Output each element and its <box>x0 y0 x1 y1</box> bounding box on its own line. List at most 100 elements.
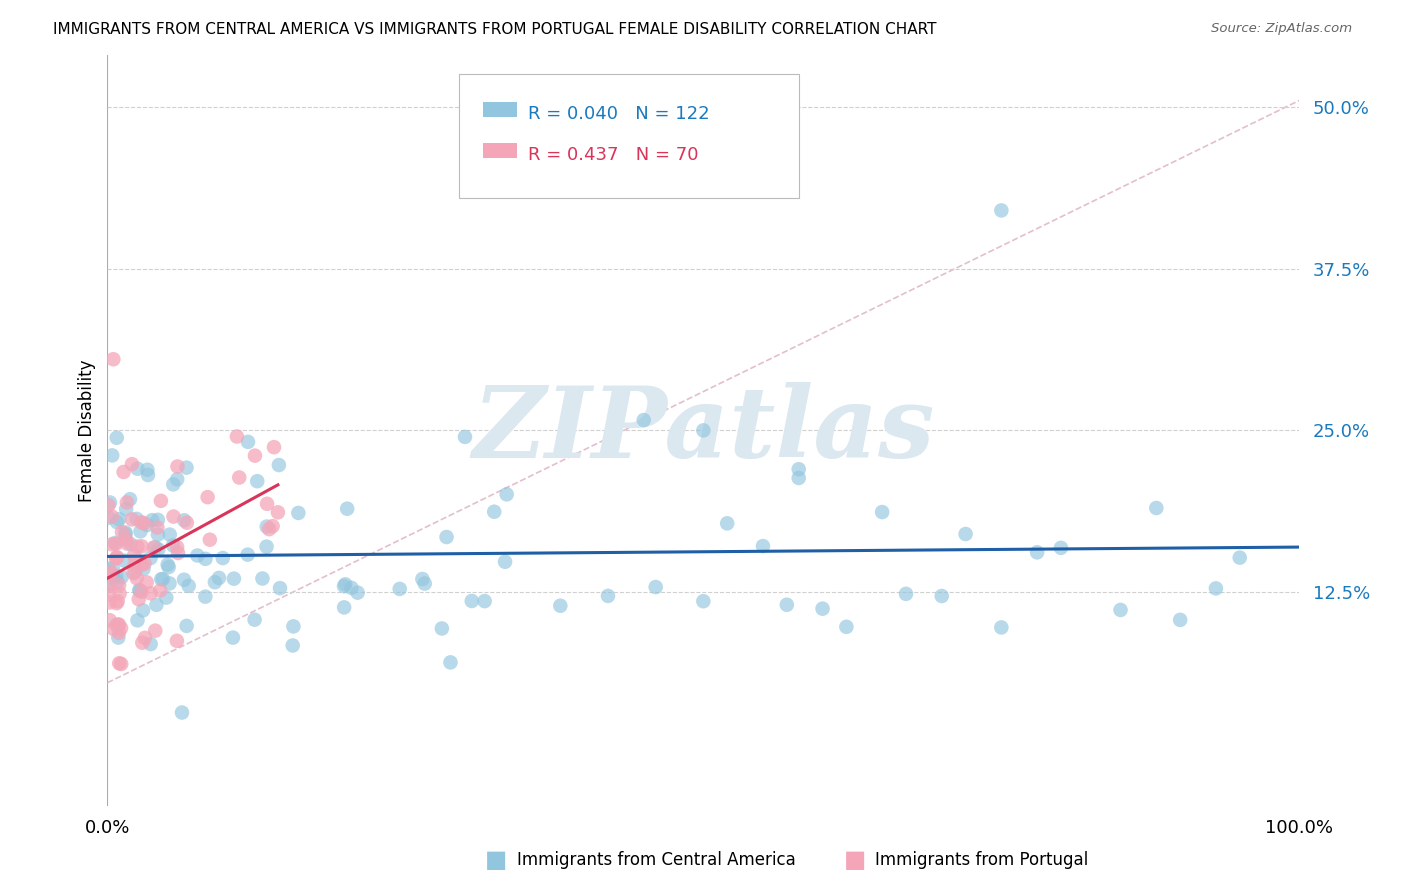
Point <box>115 536 138 550</box>
Bar <box>482 103 517 117</box>
Point <box>162 509 184 524</box>
Point <box>131 516 153 530</box>
Point <box>124 558 146 572</box>
Point <box>100 567 122 582</box>
Point <box>110 621 132 635</box>
Point <box>776 598 799 612</box>
Point <box>222 631 245 645</box>
Point <box>101 509 124 524</box>
Y-axis label: Female Disability: Female Disability <box>79 359 96 501</box>
Point <box>494 555 516 569</box>
Point <box>208 571 231 585</box>
Point <box>633 413 655 427</box>
Point <box>787 471 810 485</box>
Point <box>1050 541 1073 555</box>
Point <box>166 633 188 648</box>
Point <box>100 565 122 579</box>
Point <box>122 549 145 563</box>
Point <box>129 524 152 539</box>
Point <box>134 631 156 645</box>
Point <box>115 495 138 509</box>
Point <box>287 506 309 520</box>
Point <box>156 558 179 572</box>
Point <box>111 570 134 584</box>
Point <box>413 576 436 591</box>
Point <box>143 541 166 555</box>
Point <box>104 537 127 551</box>
Point <box>112 465 135 479</box>
Point <box>267 505 290 519</box>
Point <box>121 512 143 526</box>
Point <box>281 639 304 653</box>
Point <box>98 613 121 627</box>
Point <box>127 461 149 475</box>
Point <box>136 518 159 533</box>
Point <box>108 626 131 640</box>
Point <box>167 546 190 560</box>
Point <box>132 516 155 531</box>
Point <box>333 579 356 593</box>
Point <box>430 622 453 636</box>
Point <box>173 513 195 527</box>
Point <box>114 527 136 541</box>
Point <box>870 505 893 519</box>
Point <box>131 584 153 599</box>
Point <box>121 457 143 471</box>
FancyBboxPatch shape <box>458 74 799 198</box>
Point <box>114 525 136 540</box>
Point <box>256 497 278 511</box>
Point <box>243 613 266 627</box>
Point <box>1168 613 1191 627</box>
Point <box>454 430 477 444</box>
Point <box>1229 550 1251 565</box>
Point <box>166 459 188 474</box>
Point <box>103 352 125 367</box>
Point <box>257 522 280 536</box>
Point <box>267 458 290 472</box>
Point <box>256 519 278 533</box>
Point <box>692 594 714 608</box>
Point <box>111 525 134 540</box>
Point <box>811 601 834 615</box>
Point <box>283 619 305 633</box>
Point <box>176 460 198 475</box>
Point <box>159 576 181 591</box>
Point <box>262 519 284 533</box>
Point <box>1144 500 1167 515</box>
Point <box>131 558 153 572</box>
Point <box>894 587 917 601</box>
Point <box>149 583 172 598</box>
Point <box>98 495 121 509</box>
Point <box>132 603 155 617</box>
Point <box>108 657 131 671</box>
Point <box>333 600 356 615</box>
Point <box>152 572 174 586</box>
Point <box>107 594 129 608</box>
Point <box>105 515 128 529</box>
Point <box>146 513 169 527</box>
Point <box>128 592 150 607</box>
Text: IMMIGRANTS FROM CENTRAL AMERICA VS IMMIGRANTS FROM PORTUGAL FEMALE DISABILITY CO: IMMIGRANTS FROM CENTRAL AMERICA VS IMMIG… <box>53 22 936 37</box>
Point <box>186 549 208 563</box>
Point <box>105 550 128 565</box>
Point <box>194 551 217 566</box>
Point <box>162 538 184 552</box>
Text: R = 0.437   N = 70: R = 0.437 N = 70 <box>529 146 699 164</box>
Point <box>716 516 738 531</box>
Point <box>103 622 125 636</box>
Point <box>136 468 159 483</box>
Point <box>222 572 245 586</box>
Point <box>955 527 977 541</box>
Point <box>1026 545 1049 559</box>
Point <box>143 624 166 638</box>
Text: R = 0.040   N = 122: R = 0.040 N = 122 <box>529 105 710 123</box>
Point <box>124 566 146 580</box>
Text: ZIPatlas: ZIPatlas <box>472 382 935 479</box>
Point <box>107 631 129 645</box>
Point <box>1109 603 1132 617</box>
Point <box>131 636 153 650</box>
Point <box>136 463 159 477</box>
Point <box>122 566 145 580</box>
Point <box>118 492 141 507</box>
Point <box>1205 582 1227 596</box>
